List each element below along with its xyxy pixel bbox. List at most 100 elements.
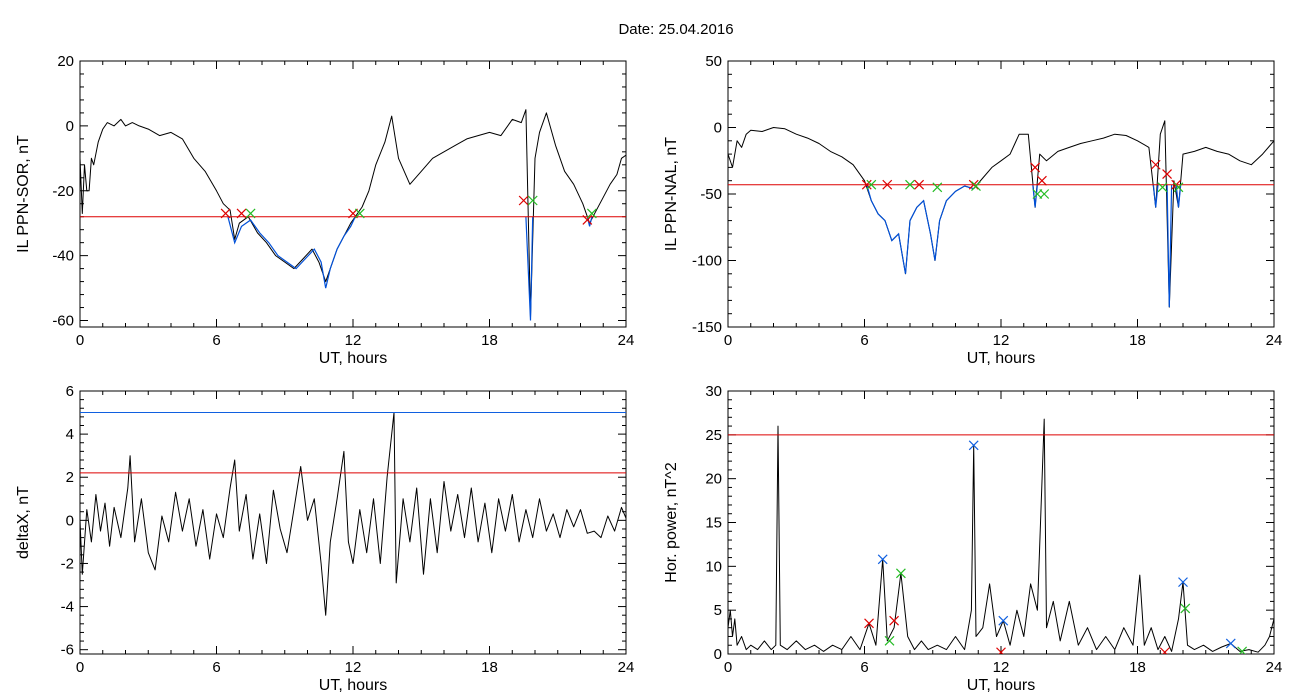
plot-area <box>728 120 1274 308</box>
event-marker-red <box>861 179 872 190</box>
x-axis-label: UT, hours <box>319 677 387 694</box>
event-marker-green <box>1180 603 1191 614</box>
y-tick-label: 0 <box>714 120 722 137</box>
event-marker-green <box>895 568 906 579</box>
below-threshold-segment <box>1152 184 1159 208</box>
event-marker-green <box>1237 646 1248 654</box>
y-tick-label: 15 <box>705 515 722 532</box>
x-tick-label: 24 <box>618 332 635 349</box>
plot-frame <box>727 60 1275 328</box>
y-tick-label: 50 <box>705 53 722 70</box>
event-marker-green <box>527 195 538 206</box>
x-tick-label: 0 <box>76 659 84 676</box>
x-tick-label: 6 <box>860 332 868 349</box>
y-tick-label: 30 <box>705 383 722 400</box>
x-axis-label: UT, hours <box>967 677 1035 694</box>
y-axis-label: deltaX, nT <box>15 486 32 559</box>
plot-area <box>728 418 1274 654</box>
event-marker-red <box>1150 159 1161 170</box>
below-threshold-segment <box>227 216 356 289</box>
below-threshold-segment <box>1166 184 1173 308</box>
event-marker-red <box>582 215 593 225</box>
x-axis-label: UT, hours <box>319 350 387 367</box>
chart-panel-sor: 0 6 12 18 24 20 0 -20 -40 -60 UT, hours IL PPN-SOR,… <box>15 53 634 367</box>
below-threshold-segment <box>866 184 974 274</box>
y-tick-label: -50 <box>700 186 722 203</box>
y-axis-label: Hor. power, nT^2 <box>663 462 680 583</box>
y-tick-label: -4 <box>61 599 74 616</box>
series-line <box>80 412 626 616</box>
event-marker-red <box>220 208 231 219</box>
event-marker-green <box>1157 182 1168 193</box>
x-tick-label: 18 <box>1129 659 1146 676</box>
event-marker-red <box>996 647 1006 654</box>
plot-area <box>80 109 626 321</box>
event-marker-blue <box>1225 638 1236 649</box>
y-tick-label: -20 <box>52 183 74 200</box>
x-axis-label: UT, hours <box>967 350 1035 367</box>
x-tick-label: 12 <box>345 332 362 349</box>
y-tick-label: 0 <box>66 118 74 135</box>
below-threshold-segment <box>525 216 534 321</box>
event-marker-green <box>932 182 943 193</box>
event-marker-green <box>1039 189 1050 199</box>
x-tick-label: 6 <box>860 659 868 676</box>
event-marker-red <box>914 179 925 190</box>
plot-frame <box>79 60 627 328</box>
y-tick-label: 0 <box>66 512 74 529</box>
x-tick-label: 24 <box>618 659 635 676</box>
event-marker-green <box>1173 182 1184 193</box>
x-tick-label: 6 <box>212 659 220 676</box>
event-marker-green <box>586 208 597 219</box>
y-axis-label: IL PPN-NAL, nT <box>663 137 680 251</box>
x-tick-label: 18 <box>481 659 498 676</box>
y-tick-label: 2 <box>66 469 74 486</box>
event-marker-green <box>866 179 877 190</box>
event-marker-blue <box>968 440 979 451</box>
x-tick-label: 12 <box>993 332 1010 349</box>
x-tick-label: 0 <box>724 659 732 676</box>
figure-title: Date: 25.04.2016 <box>618 21 733 38</box>
x-tick-label: 12 <box>345 659 362 676</box>
event-marker-red <box>889 615 899 626</box>
below-threshold-segment <box>1175 184 1182 208</box>
y-axis-label: IL PPN-SOR, nT <box>15 135 32 253</box>
y-tick-label: -150 <box>692 319 722 336</box>
series-line <box>728 418 1274 653</box>
event-marker-green <box>971 181 981 191</box>
event-marker-blue <box>877 554 888 565</box>
y-tick-label: 20 <box>57 53 74 70</box>
plot-area <box>80 412 626 616</box>
y-tick-label: 4 <box>66 426 74 443</box>
y-tick-label: -2 <box>61 555 74 572</box>
event-marker-green <box>905 179 915 190</box>
y-tick-label: 10 <box>705 558 722 575</box>
event-marker-green <box>354 208 365 219</box>
event-marker-red <box>882 179 893 190</box>
x-tick-label: 18 <box>481 332 498 349</box>
event-marker-red <box>968 179 979 190</box>
below-threshold-segment <box>1032 184 1038 208</box>
x-tick-label: 24 <box>1266 659 1283 676</box>
event-marker-blue <box>1178 577 1188 588</box>
plot-frame <box>727 390 1275 655</box>
chart-panel-power: 0 6 12 18 24 30 25 20 15 10 5 0 UT, hours Hor. power,… <box>663 383 1282 694</box>
event-marker-red <box>1159 647 1170 654</box>
y-tick-label: -60 <box>52 313 74 330</box>
y-tick-label: -100 <box>692 253 722 270</box>
event-marker-red <box>1037 175 1047 186</box>
y-tick-label: 0 <box>714 646 722 663</box>
y-tick-label: 6 <box>66 383 74 400</box>
event-marker-red <box>1162 169 1172 179</box>
event-marker-red <box>864 618 874 629</box>
y-tick-label: -40 <box>52 248 74 265</box>
event-marker-blue <box>998 615 1009 626</box>
event-marker-red <box>518 195 529 206</box>
event-marker-green <box>884 635 895 646</box>
event-marker-red <box>236 208 247 219</box>
chart-panel-nal: 0 6 12 18 24 50 0 -50 -100 -150 UT, hours IL PPN-NA… <box>663 53 1282 367</box>
event-marker-green <box>245 208 256 219</box>
y-tick-label: -6 <box>61 642 74 659</box>
event-marker-red <box>1030 162 1041 173</box>
